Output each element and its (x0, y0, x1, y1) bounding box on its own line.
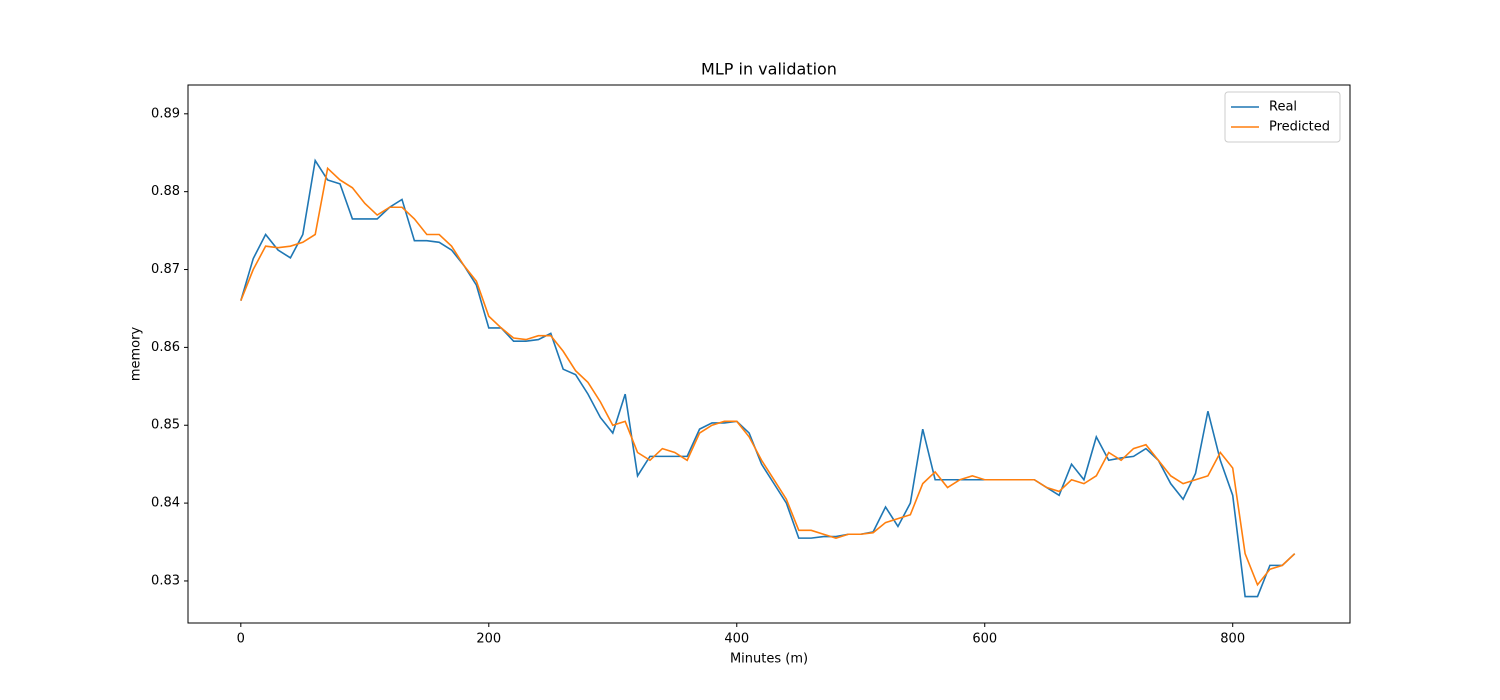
legend-label: Real (1269, 100, 1297, 115)
y-tick-label: 0.84 (151, 496, 180, 511)
x-tick-label: 400 (724, 632, 749, 647)
plot-frame (187, 84, 1351, 624)
y-tick-label: 0.89 (151, 106, 180, 121)
y-tick-label: 0.86 (151, 340, 180, 355)
x-tick-label: 600 (972, 632, 997, 647)
x-tick-label: 800 (1220, 632, 1245, 647)
y-tick-label: 0.83 (151, 573, 180, 588)
x-tick-label: 0 (237, 632, 245, 647)
y-tick-label: 0.87 (151, 262, 180, 277)
x-tick-label: 200 (476, 632, 501, 647)
chart-title: MLP in validation (701, 60, 837, 79)
legend-box (1224, 91, 1341, 143)
y-tick-label: 0.88 (151, 184, 180, 199)
legend-label: Predicted (1269, 120, 1330, 135)
y-tick-label: 0.85 (151, 418, 180, 433)
y-axis-label: memory (129, 327, 144, 382)
line-series (240, 166, 1296, 587)
x-axis-label: Minutes (m) (730, 652, 808, 667)
